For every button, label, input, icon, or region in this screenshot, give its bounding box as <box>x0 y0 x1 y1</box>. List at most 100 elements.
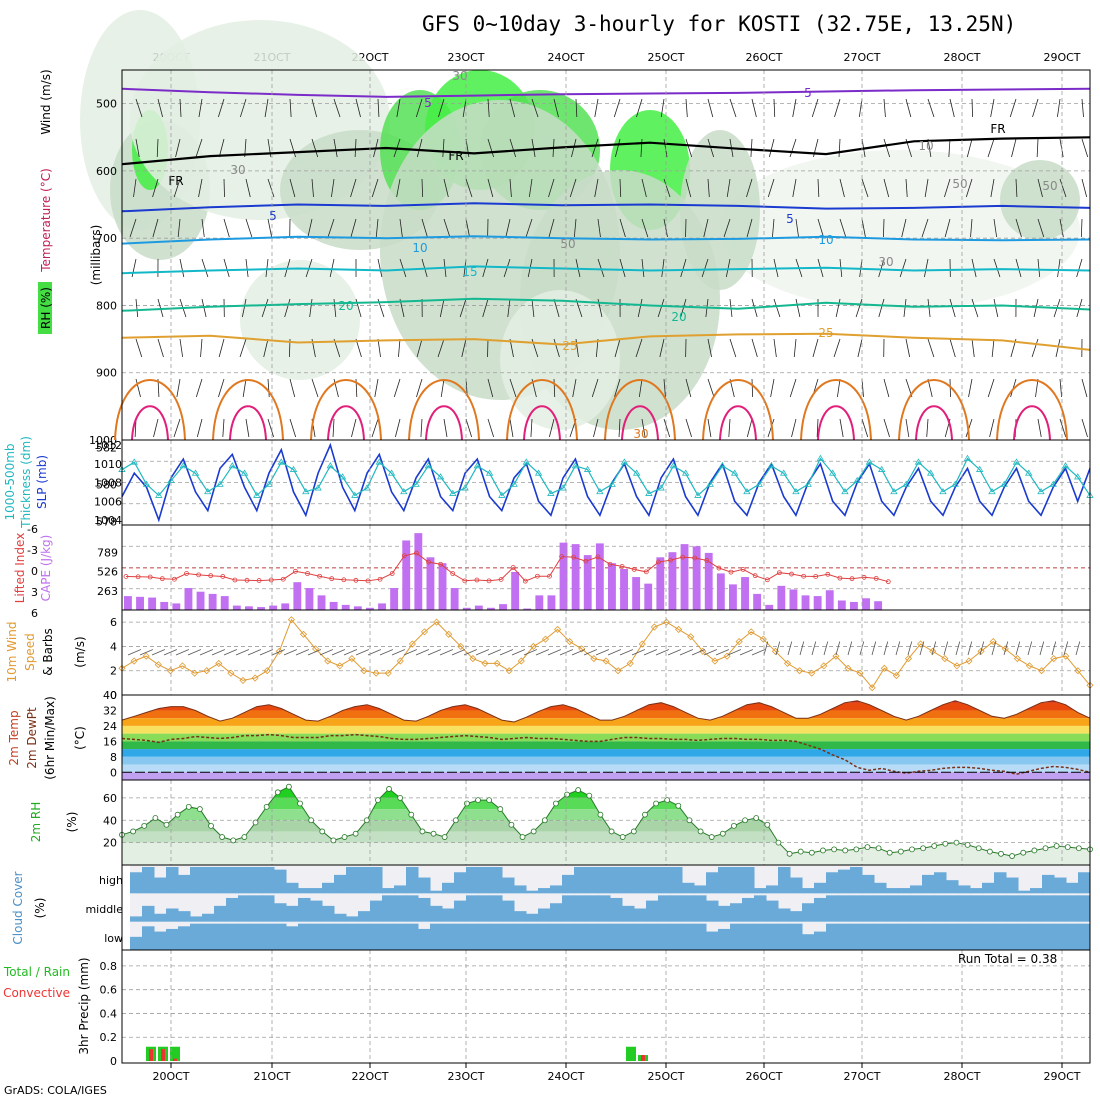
li-point-45 <box>668 557 673 563</box>
wind-barb <box>949 378 951 398</box>
wind-barb <box>750 138 753 158</box>
wind-barb <box>966 138 973 158</box>
cloud-high-32 <box>514 885 527 894</box>
cloud-low-9 <box>238 923 251 950</box>
wind-barb <box>129 218 137 238</box>
rh-point-40 <box>564 791 570 798</box>
wind-point-46 <box>675 625 683 633</box>
wind10m-barb <box>907 641 913 656</box>
wind-barb <box>553 338 560 358</box>
cloud-high-67 <box>934 872 947 894</box>
cloud-high-17 <box>334 874 347 894</box>
wind-barb <box>157 338 164 358</box>
cape-bar-19 <box>353 606 362 610</box>
wind-barb <box>575 338 579 358</box>
wind-point-34 <box>529 642 537 650</box>
li-point-42 <box>631 567 637 572</box>
wind-point-35 <box>541 635 550 643</box>
thickness-point-7 <box>204 487 212 495</box>
upper-ylabel-mb: (millibars) <box>89 225 103 286</box>
li-point-13 <box>280 576 286 582</box>
wind-barb <box>399 258 407 278</box>
wind-barb <box>591 378 599 398</box>
isotherm-label-4: 10 <box>412 241 427 255</box>
wind-barb <box>421 178 424 198</box>
wind-barb <box>530 418 533 438</box>
wind10m-barb <box>655 649 670 656</box>
wind10m-barb <box>967 641 973 656</box>
temp-ytick-8: 8 <box>110 751 117 764</box>
rh-point-77 <box>975 845 982 852</box>
wind-barb <box>723 218 731 238</box>
wind-ytick-0: 0 <box>110 689 117 702</box>
wind10m-barb <box>931 641 937 656</box>
wind-barb <box>198 178 203 198</box>
wind-point-12 <box>263 667 271 675</box>
wind-line <box>121 618 1091 689</box>
wind-point-6 <box>191 669 199 677</box>
cloud-middle-32 <box>514 911 527 922</box>
wind-barb <box>377 258 383 278</box>
rh-point-78 <box>986 848 993 855</box>
thick-ytick-582: 582 <box>96 441 117 454</box>
cloud-high-49 <box>718 867 731 894</box>
cloud-middle-29 <box>478 895 491 922</box>
wind-barb <box>575 98 578 118</box>
cloud-low-31 <box>502 923 515 950</box>
cloud-middle-48 <box>706 900 719 922</box>
wind-point-33 <box>517 657 525 665</box>
cloud-middle-57 <box>814 897 827 922</box>
li-point-12 <box>268 577 274 583</box>
wind-barb <box>635 338 643 358</box>
slp-line <box>121 442 1091 523</box>
isotherm-30-arch <box>408 379 480 441</box>
cape-bar-61 <box>862 598 870 610</box>
wind-barb <box>773 298 781 318</box>
cloud-low-48 <box>706 931 719 950</box>
wind-barb <box>135 138 140 158</box>
temp-band-8 <box>122 756 1090 765</box>
wind-barb <box>509 138 517 158</box>
thickness-point-52 <box>755 480 763 487</box>
cloud-high-41 <box>622 867 635 894</box>
cloud-low-25 <box>430 923 443 950</box>
wind-barb <box>548 418 555 438</box>
cape-ytick-789: 789 <box>97 546 118 559</box>
wind-point-43 <box>638 640 646 648</box>
wind10m-barb <box>991 641 997 656</box>
cloud-middle-4 <box>178 911 191 922</box>
cloud-high-60 <box>850 867 863 894</box>
wind10m-barb <box>343 649 358 656</box>
wind-barb <box>1081 138 1089 158</box>
rh-point-15 <box>285 783 292 790</box>
cloud-high-21 <box>382 888 395 894</box>
date-bottom-20OCT: 20OCT <box>152 1070 189 1083</box>
wind-barb <box>751 378 754 398</box>
wind-barb <box>921 218 929 238</box>
cloud-middle-5 <box>190 916 203 922</box>
wind-point-18 <box>336 662 344 670</box>
wind-barb <box>416 138 423 158</box>
rh-point-25 <box>397 794 404 801</box>
isotherm--5 <box>121 87 1091 98</box>
thickness-point-5 <box>179 462 187 469</box>
cloud-low-52 <box>754 923 767 950</box>
temp-band-2 <box>122 710 1090 719</box>
precip-ylabel: 3hr Precip (mm) <box>77 957 91 1054</box>
cloud-low-51 <box>742 923 755 950</box>
cloud-low-37 <box>574 923 587 950</box>
wind-point-51 <box>735 638 743 646</box>
cloud-low-3 <box>166 928 179 950</box>
wind-barb <box>707 178 710 198</box>
wind-barb <box>614 338 621 358</box>
li-ytick--6: -6 <box>27 523 38 536</box>
wind-barb <box>465 418 473 438</box>
rh-point-21 <box>352 830 359 837</box>
wind-barb <box>311 178 314 198</box>
date-top-26OCT: 26OCT <box>745 51 782 64</box>
isotherm-30-arch <box>212 379 284 441</box>
wind-barb <box>990 98 995 118</box>
wind-barb <box>548 218 555 238</box>
cloud-low-18 <box>346 923 359 950</box>
isotherm-label-0: 5 <box>424 96 432 110</box>
